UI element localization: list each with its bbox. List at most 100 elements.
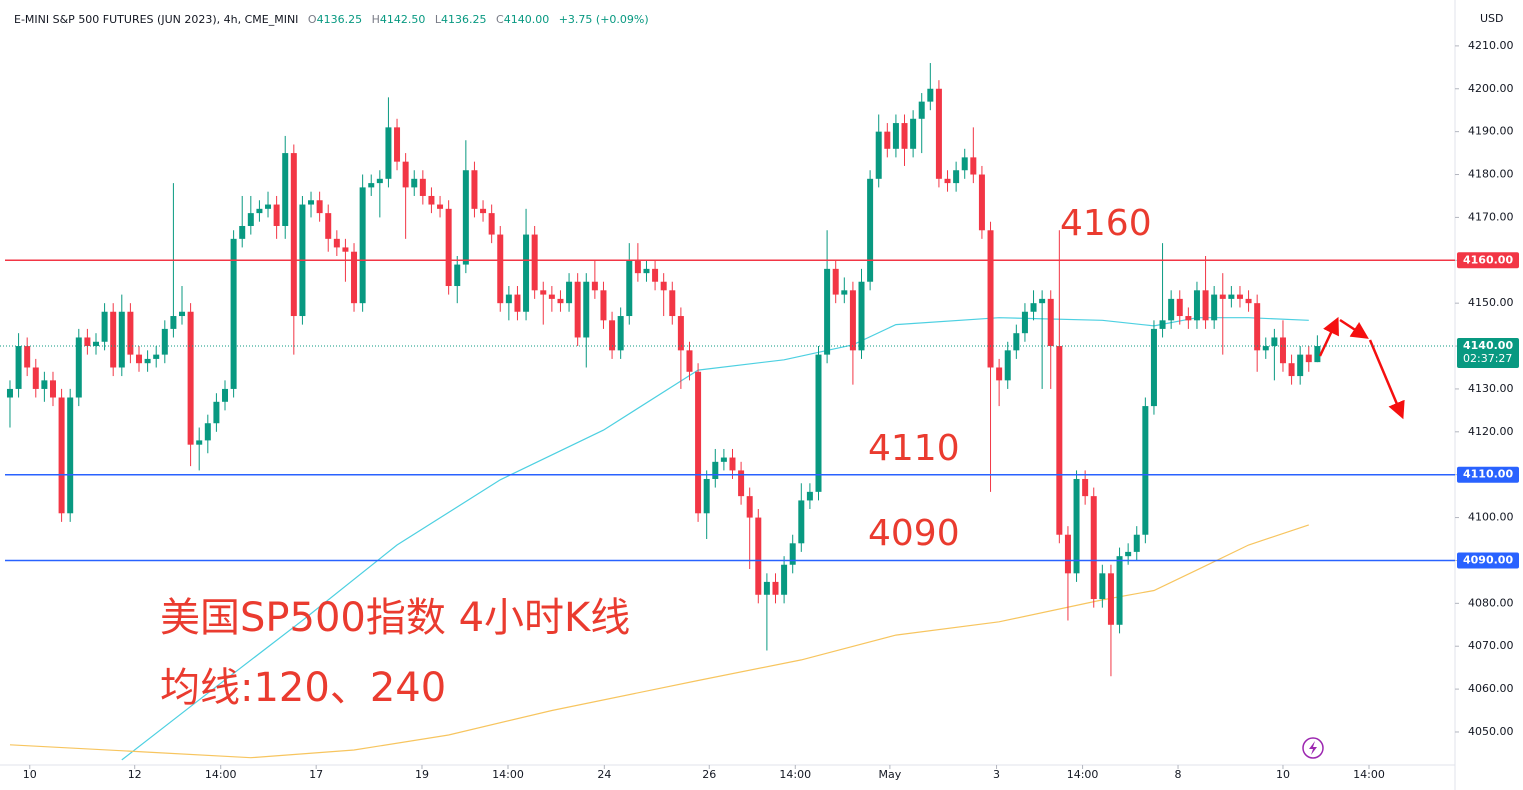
candle-body xyxy=(110,311,117,368)
y-tick-label: 4080.00 xyxy=(1468,596,1514,609)
ohlc-label: L xyxy=(435,13,442,26)
y-tick-label: 4070.00 xyxy=(1468,639,1514,652)
candle-body xyxy=(471,170,478,209)
candle-body xyxy=(961,157,968,171)
plot-area xyxy=(6,63,1321,761)
candle-body xyxy=(806,491,813,501)
y-tick-label: 4190.00 xyxy=(1468,125,1514,138)
candle-body xyxy=(359,187,366,304)
y-tick-label: 4150.00 xyxy=(1468,296,1514,309)
candle-body xyxy=(832,268,839,295)
candle-body xyxy=(652,268,659,282)
y-tick-label: 4100.00 xyxy=(1468,511,1514,524)
candle-body xyxy=(480,208,487,214)
y-tick-label: 4050.00 xyxy=(1468,725,1514,738)
candle-body xyxy=(170,316,177,329)
candle-body xyxy=(1254,303,1261,351)
countdown: 02:37:27 xyxy=(1463,352,1512,365)
candle-body xyxy=(222,388,229,402)
candle-body xyxy=(875,131,882,179)
candle-body xyxy=(858,281,865,351)
candle-body xyxy=(935,88,942,179)
candle-body xyxy=(738,470,745,497)
arrow xyxy=(1368,339,1405,420)
candle-body xyxy=(996,367,1003,381)
candle-body xyxy=(1150,328,1157,407)
candle-body xyxy=(394,127,401,162)
candle-body xyxy=(1185,316,1192,321)
candle-body xyxy=(6,388,13,398)
candle-body xyxy=(84,337,91,347)
candle-body xyxy=(1116,556,1123,625)
candle-body xyxy=(127,311,134,355)
candle-body xyxy=(24,346,31,368)
last-price-box xyxy=(1457,338,1519,369)
candle-body xyxy=(514,294,521,312)
drawn-arrows xyxy=(1318,316,1405,420)
candle-body xyxy=(282,153,289,226)
candle-body xyxy=(32,367,39,389)
candle-body xyxy=(789,543,796,565)
candle-body xyxy=(376,178,383,184)
x-tick-label: 14:00 xyxy=(1353,768,1385,781)
y-tick-label: 4200.00 xyxy=(1468,82,1514,95)
candle-body xyxy=(695,371,702,514)
candle-body xyxy=(746,496,753,518)
candle-body xyxy=(824,268,831,355)
candle-body xyxy=(626,260,633,317)
candle-body xyxy=(1228,294,1235,299)
candle-body xyxy=(41,380,48,389)
candle-body xyxy=(1305,354,1312,363)
candle-body xyxy=(617,316,624,351)
annotation: 4090 xyxy=(868,513,960,554)
candle-body xyxy=(497,234,504,304)
candle-body xyxy=(187,311,194,445)
arrow xyxy=(1318,316,1339,357)
symbol-title: E-MINI S&P 500 FUTURES (JUN 2023), 4h, C… xyxy=(14,13,298,26)
candle-body xyxy=(583,281,590,338)
x-tick-label: 14:00 xyxy=(492,768,524,781)
alert-circle[interactable] xyxy=(1302,737,1324,759)
candle-body xyxy=(755,517,762,595)
x-tick-label: 14:00 xyxy=(1067,768,1099,781)
candle-body xyxy=(1030,303,1037,312)
candle-body xyxy=(92,341,99,347)
candle-body xyxy=(325,213,332,239)
candle-body xyxy=(609,320,616,351)
candle-body xyxy=(910,118,917,149)
alert-icon[interactable] xyxy=(1302,737,1324,759)
candle-body xyxy=(402,161,409,188)
x-tick-label: 14:00 xyxy=(205,768,237,781)
candle-body xyxy=(884,131,891,149)
candle-body xyxy=(1142,406,1149,535)
ohlc-label: H xyxy=(372,13,380,26)
x-tick-label: 10 xyxy=(1276,768,1290,781)
candle-body xyxy=(239,225,246,239)
candle-body xyxy=(67,397,74,514)
candle-body xyxy=(798,500,805,544)
annotation: 均线:120、240 xyxy=(160,665,446,711)
y-tick-label: 4060.00 xyxy=(1468,682,1514,695)
candle-body xyxy=(1297,354,1304,377)
x-tick-label: 19 xyxy=(415,768,429,781)
candle-body xyxy=(781,564,788,595)
candle-body xyxy=(144,358,151,364)
candle-body xyxy=(944,178,951,184)
candle-body xyxy=(101,311,108,342)
candle-body xyxy=(677,316,684,351)
candle-body xyxy=(660,281,667,291)
candle-body xyxy=(308,200,315,205)
candle-body xyxy=(1107,573,1114,625)
candle-body xyxy=(634,260,641,274)
price-label-box xyxy=(1457,466,1519,483)
x-tick-label: May xyxy=(879,768,902,781)
x-tick-label: 3 xyxy=(993,768,1000,781)
candle-body xyxy=(118,311,125,368)
candle-body xyxy=(548,294,555,299)
x-tick-label: 12 xyxy=(128,768,142,781)
x-tick-label: 17 xyxy=(309,768,323,781)
alert-bolt[interactable] xyxy=(1309,741,1317,755)
change: +3.75 (+0.09%) xyxy=(559,13,649,26)
candle-body xyxy=(1271,337,1278,347)
candle-body xyxy=(333,238,340,248)
